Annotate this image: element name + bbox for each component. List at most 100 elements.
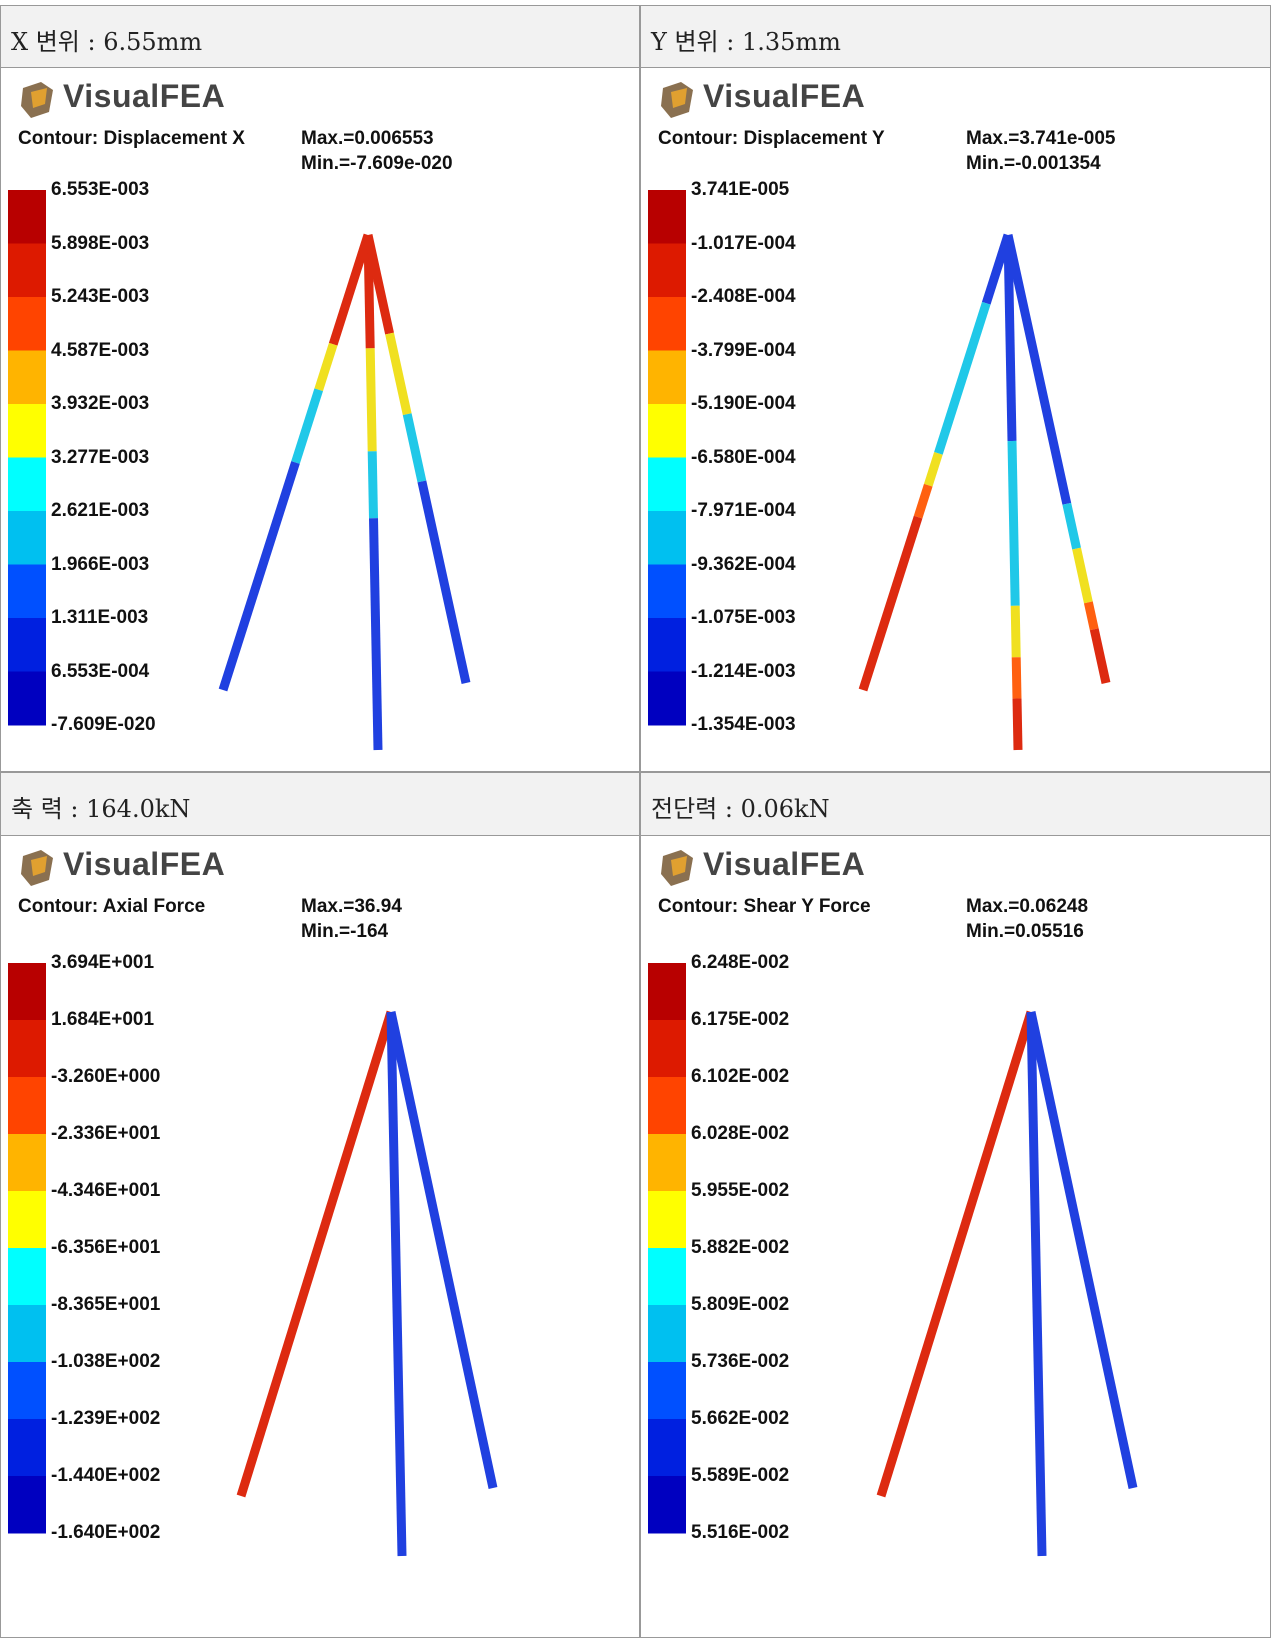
- legend-label: -5.190E-004: [691, 393, 796, 415]
- contour-title: Contour: Displacement X: [18, 128, 245, 150]
- legend-label: -2.408E-004: [691, 286, 796, 308]
- member-segment: [370, 348, 372, 451]
- legend-label: -2.336E+001: [51, 1123, 160, 1145]
- member-segment: [296, 390, 319, 463]
- panel: VisualFEA Contour: Shear Y Force Max.=0.06…: [640, 836, 1271, 1638]
- legend-label: -1.640E+002: [51, 1522, 160, 1544]
- legend-label: -7.609E-020: [51, 714, 156, 736]
- legend-color: [648, 190, 686, 244]
- legend-color: [8, 1134, 46, 1192]
- max-label: Max.=0.006553: [301, 128, 434, 150]
- member-segment: [1017, 699, 1018, 751]
- legend-label: 1.684E+001: [51, 1009, 154, 1031]
- legend-label: 5.589E-002: [691, 1465, 789, 1487]
- contour-title: Contour: Displacement Y: [658, 128, 885, 150]
- member-segment: [1067, 504, 1077, 549]
- legend-color: [8, 1476, 46, 1534]
- member-segment: [863, 517, 918, 690]
- legend-color: [8, 351, 46, 405]
- contour-title: Contour: Axial Force: [18, 896, 205, 918]
- max-label: Max.=36.94: [301, 896, 402, 918]
- legend-label: -6.356E+001: [51, 1237, 160, 1259]
- member-segment: [1088, 602, 1094, 629]
- legend-label: 6.553E-004: [51, 661, 149, 683]
- legend-color: [8, 1191, 46, 1249]
- member-segment: [928, 453, 938, 485]
- member-segment: [881, 1012, 1031, 1496]
- legend-color: [8, 297, 46, 351]
- legend-label: -6.580E-004: [691, 447, 796, 469]
- legend-label: 4.587E-003: [51, 340, 149, 362]
- logo-text: VisualFEA: [703, 846, 865, 883]
- member-segment: [1031, 1012, 1133, 1488]
- legend-label: -7.971E-004: [691, 500, 796, 522]
- legend-label: 1.311E-003: [51, 607, 148, 629]
- member-segment: [390, 334, 408, 415]
- logo-text: VisualFEA: [703, 78, 865, 115]
- legend-label: 5.736E-002: [691, 1351, 789, 1373]
- legend-color: [648, 351, 686, 405]
- legend-label: -1.440E+002: [51, 1465, 160, 1487]
- legend-label: 5.809E-002: [691, 1294, 789, 1316]
- legend-color: [648, 1305, 686, 1363]
- member-segment: [391, 1012, 493, 1488]
- caption: 전단력 : 0.06kN: [640, 772, 1271, 836]
- legend-label: 5.882E-002: [691, 1237, 789, 1259]
- legend-color: [8, 1020, 46, 1078]
- page: X 변위 : 6.55mmVisualFEAContour: Displacem…: [0, 0, 1271, 1638]
- min-label: Min.=-7.609e-020: [301, 153, 453, 175]
- legend-label: -1.075E-003: [691, 607, 796, 629]
- legend-color: [648, 404, 686, 458]
- legend-color: [8, 565, 46, 619]
- panel: VisualFEAContour: Axial ForceMax.=36.94M…: [0, 836, 640, 1638]
- legend-label: 3.694E+001: [51, 952, 154, 974]
- legend-color: [648, 1191, 686, 1249]
- legend-label: 3.741E-005: [691, 179, 789, 201]
- logo-text: VisualFEA: [63, 78, 225, 115]
- legend-color: [8, 511, 46, 565]
- member-segment: [374, 518, 379, 750]
- caption: Y 변위 : 1.35mm: [640, 5, 1271, 68]
- legend-color: [648, 565, 686, 619]
- legend-color: [8, 1077, 46, 1135]
- member-segment: [241, 1012, 391, 1496]
- legend-label: 5.662E-002: [691, 1408, 789, 1430]
- member-segment: [391, 1012, 402, 1556]
- legend-label: 2.621E-003: [51, 500, 149, 522]
- legend-color: [8, 190, 46, 244]
- legend-color: [648, 1419, 686, 1477]
- legend-color: [648, 1020, 686, 1078]
- legend-label: 6.248E-002: [691, 952, 789, 974]
- member-segment: [938, 303, 986, 453]
- legend-label: -4.346E+001: [51, 1180, 160, 1202]
- min-label: Min.=0.05516: [966, 921, 1084, 943]
- member-segment: [1012, 441, 1015, 606]
- legend-color: [648, 672, 686, 726]
- panel: VisualFEA Contour: Displacement X Max.=0.0…: [0, 68, 640, 772]
- member-segment: [333, 235, 368, 344]
- legend-color: [8, 1305, 46, 1363]
- legend-color: [8, 618, 46, 672]
- legend-label: 1.966E-003: [51, 554, 149, 576]
- legend-label: 5.955E-002: [691, 1180, 789, 1202]
- member-segment: [918, 485, 928, 517]
- legend-color: [648, 1362, 686, 1420]
- legend-label: -1.038E+002: [51, 1351, 160, 1373]
- min-label: Min.=-0.001354: [966, 153, 1101, 175]
- legend-label: 5.516E-002: [691, 1522, 789, 1544]
- legend-color: [648, 1077, 686, 1135]
- member-segment: [1016, 657, 1017, 698]
- max-label: Max.=0.06248: [966, 896, 1088, 918]
- contour-title: Contour: Shear Y Force: [658, 896, 871, 918]
- legend-color: [8, 1419, 46, 1477]
- legend-label: 6.553E-003: [51, 179, 149, 201]
- legend-label: 6.028E-002: [691, 1123, 789, 1145]
- legend-label: 3.932E-003: [51, 393, 149, 415]
- member-segment: [1094, 629, 1106, 683]
- member-segment: [1031, 1012, 1042, 1556]
- legend-color: [648, 297, 686, 351]
- legend-label: 6.102E-002: [691, 1066, 789, 1088]
- legend-label: -1.354E-003: [691, 714, 796, 736]
- legend-label: 5.243E-003: [51, 286, 149, 308]
- legend-color: [8, 672, 46, 726]
